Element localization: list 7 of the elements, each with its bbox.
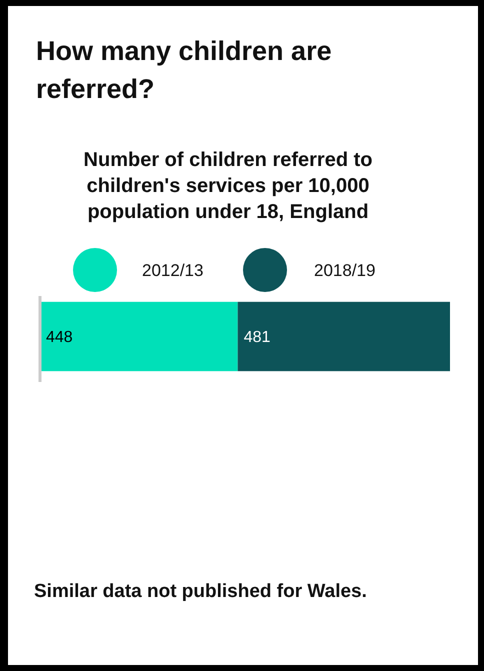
data-label: 481 xyxy=(244,329,271,346)
chart-subtitle: Number of children referred to children's services per 10,000 population under 18, England xyxy=(84,149,372,223)
text: Similar data not published for Wales. xyxy=(34,581,367,602)
series-label: 2012/13 xyxy=(142,260,204,280)
series-label: 2018/19 xyxy=(314,260,376,280)
chart-title: How many children are referred? xyxy=(36,36,332,104)
data-label: 448 xyxy=(46,329,73,346)
